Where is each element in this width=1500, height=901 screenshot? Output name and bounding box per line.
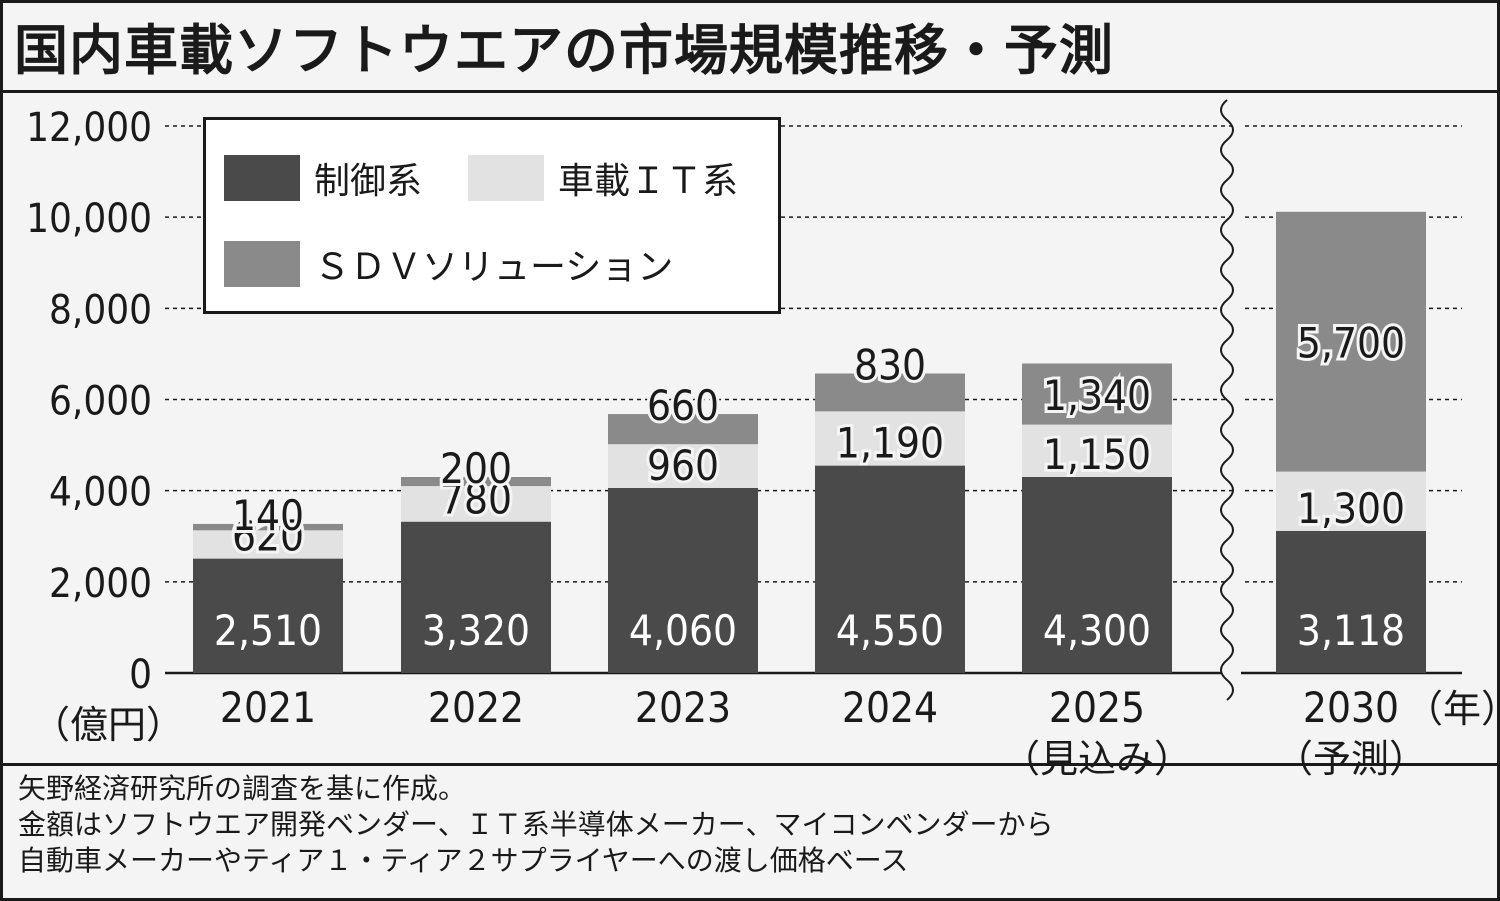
data-label: 4,550: [836, 606, 944, 655]
x-tick-label: 2024: [842, 683, 938, 732]
data-label: 1,150: [1043, 430, 1151, 479]
axis-break-line: [1220, 99, 1234, 701]
bar-segment: [608, 444, 758, 488]
data-label: 200: [440, 444, 512, 493]
chart-title: 国内車載ソフトウエアの市場規模推移・予測: [14, 19, 1114, 82]
x-tick-label: 2030: [1303, 683, 1399, 732]
legend-item-it: 車載ＩＴ系: [468, 152, 738, 204]
data-label: 4,060: [629, 606, 737, 655]
data-label: 620: [232, 512, 304, 561]
data-label: 140: [232, 491, 304, 540]
legend-swatch-control: [224, 155, 300, 201]
data-label: 1,190: [836, 419, 944, 468]
y-tick-label: 6,000: [49, 379, 152, 425]
data-label: 1,300: [1297, 484, 1405, 533]
bar-segment: [1276, 211, 1426, 472]
data-label: 830: [854, 341, 926, 390]
x-tick-label: 2023: [635, 683, 731, 732]
bar-segment: [815, 373, 965, 412]
bar-segment: [608, 487, 758, 673]
data-label: 3,118: [1297, 606, 1405, 655]
bar-segment: [193, 558, 343, 673]
bar-segment: [193, 530, 343, 559]
note-line-3: 自動車メーカーやティア１・ティア２サプライヤーへの渡し価格ベース: [18, 844, 909, 877]
bar-segment: [1276, 530, 1426, 673]
x-tick-label: 2022: [428, 683, 524, 732]
legend-label-sdv: ＳＤＶソリューション: [314, 247, 674, 288]
y-tick-label: 4,000: [49, 470, 152, 516]
data-label: 3,320: [422, 606, 530, 655]
data-label: 780: [440, 475, 512, 524]
data-label: 4,300: [1043, 606, 1151, 655]
data-label: 1,340: [1043, 371, 1151, 420]
data-label: 960: [647, 441, 719, 490]
x-tick-sublabel: （予測）: [1275, 737, 1427, 781]
bar-segment: [1022, 363, 1172, 425]
legend-item-control: 制御系: [224, 152, 422, 204]
bar-segment: [608, 414, 758, 445]
bar-segment: [401, 521, 551, 673]
x-tick-label: 2021: [220, 683, 316, 732]
y-tick-label: 10,000: [26, 196, 152, 242]
bar-segment: [1022, 424, 1172, 477]
legend-swatch-it: [468, 155, 544, 201]
legend: 制御系 車載ＩＴ系 ＳＤＶソリューション: [203, 117, 781, 314]
legend-item-sdv: ＳＤＶソリューション: [224, 238, 673, 290]
data-label: 660: [647, 381, 719, 430]
bar-segment: [401, 476, 551, 487]
bar-segment: [1022, 476, 1172, 673]
legend-label-it: 車載ＩＴ系: [558, 161, 739, 202]
x-unit-label: （年）: [1405, 687, 1500, 731]
bar-segment: [193, 523, 343, 531]
y-unit-label: （億円）: [32, 703, 184, 747]
y-tick-label: 0: [129, 652, 152, 698]
bar-segment: [401, 486, 551, 522]
axis-break-band: [1221, 100, 1241, 700]
legend-swatch-sdv: [224, 241, 300, 287]
data-label: 2,510: [214, 606, 322, 655]
note-line-2: 金額はソフトウエア開発ベンダー、ＩＴ系半導体メーカー、マイコンベンダーから: [18, 808, 1054, 841]
x-tick-sublabel: （見込み）: [1002, 737, 1192, 781]
y-tick-label: 2,000: [49, 561, 152, 607]
bar-segment: [815, 465, 965, 673]
y-tick-label: 8,000: [49, 287, 152, 333]
y-tick-label: 12,000: [26, 105, 152, 151]
bar-segment: [815, 411, 965, 466]
note-line-1: 矢野経済研究所の調査を基に作成。: [18, 772, 467, 805]
x-tick-label: 2025: [1049, 683, 1145, 732]
bar-segment: [1276, 471, 1426, 531]
legend-label-control: 制御系: [314, 161, 423, 202]
data-label: 5,700: [1297, 319, 1405, 368]
